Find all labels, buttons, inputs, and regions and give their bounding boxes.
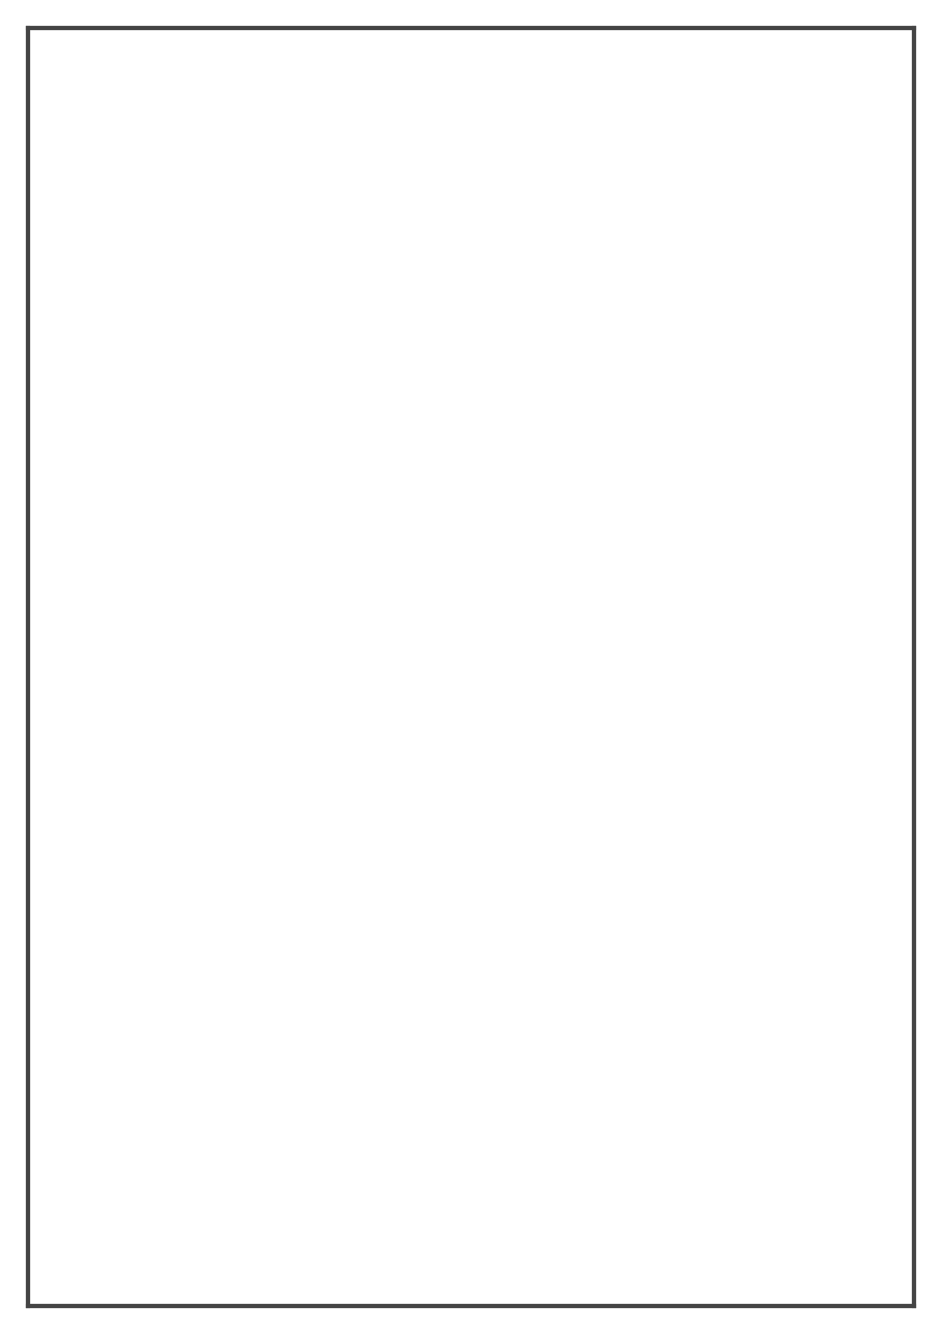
Bar [28,28,914,81]
Text: •: • [49,1158,62,1178]
Text: Only minor symptoms: Only minor symptoms [78,711,293,730]
Text: History of diabetes or prior stroke: History of diabetes or prior stroke [78,1198,408,1217]
Text: History of GI or urinary tract haemorrhage within the last 21 days: History of GI or urinary tract haemorrha… [78,868,720,887]
Text: Relative Contraindications to tPA:: Relative Contraindications to tPA: [46,664,472,684]
Text: •: • [49,380,62,400]
Text: •: • [49,947,62,967]
Text: •: • [49,828,62,848]
Bar [28,200,914,252]
Bar [28,81,914,200]
Text: Age ≥ 80: Age ≥ 80 [78,1158,170,1178]
Text: Recent arterial puncture at a non-compressible site: Recent arterial puncture at a non-compre… [78,947,580,966]
Text: History of intracranial haemorrhage: History of intracranial haemorrhage [78,420,428,440]
Text: Eligibility for tPA:: Eligibility for tPA: [46,44,267,64]
Text: Age ≥ 18: Age ≥ 18 [78,92,170,111]
Text: •: • [49,790,62,810]
Text: Active internal bleeding: Active internal bleeding [78,500,310,519]
Text: Time of symptom onset < 4.5hrs: Time of symptom onset < 4.5hrs [78,171,399,189]
Text: Intracranial haemorrhage on CT: Intracranial haemorrhage on CT [78,263,389,281]
Text: Post myocardial infarction pericarditis: Post myocardial infarction pericarditis [78,1026,447,1046]
Text: Uncontrolled hypertension > 185/110: Uncontrolled hypertension > 185/110 [78,382,447,400]
Text: •: • [49,539,62,559]
Text: •: • [49,342,62,362]
Text: Rapidly improving symptoms: Rapidly improving symptoms [78,750,363,770]
Text: •: • [49,1026,62,1046]
Text: •: • [49,91,62,111]
Text: •: • [49,460,62,480]
Text: Hypoglycaemia < 50mg/dl: Hypoglycaemia < 50mg/dl [78,618,338,638]
Bar [28,1149,914,1306]
Text: •: • [49,131,62,151]
Text: •: • [49,169,62,189]
Text: •: • [49,1198,62,1218]
Text: •: • [49,263,62,283]
Text: Additional Warnings to tPA > 3hrs post-onset: Additional Warnings to tPA > 3hrs post-o… [46,1111,616,1131]
Text: Known intracranial AVM, neoplasm or aneurysm: Known intracranial AVM, neoplasm or aneu… [78,460,546,479]
Text: •: • [49,578,62,598]
Text: •: • [49,301,62,321]
Text: Endocarditis, either suspected or confirmed: Endocarditis, either suspected or confir… [78,539,505,558]
Text: Clinical presentation suggests subarachnoid haemorrhage (SAH): Clinical presentation suggests subarachn… [78,303,708,321]
Bar [28,700,914,1095]
Text: Serious non-head traumat within the last 14 days: Serious non-head traumat within the last… [78,828,561,848]
Text: •: • [49,420,62,440]
Text: •: • [49,986,62,1006]
Bar [28,647,914,700]
Text: Clinical diagnosis of ischaemic stroke causing neuro. deficit: Clinical diagnosis of ischaemic stroke c… [78,131,659,149]
Text: Multilobar infarction on CT (hypodensity > ⅓ of cerebral hemisphere): Multilobar infarction on CT (hypodensity… [78,1277,758,1295]
Text: Seizure at onset of stroke: Seizure at onset of stroke [78,908,328,927]
Text: Pregnancy: Pregnancy [78,1066,180,1085]
Text: Neurosurgery, head trauma or stroke within the last 3 months: Neurosurgery, head trauma or stroke with… [78,342,684,362]
Text: •: • [49,1066,62,1086]
Text: •: • [49,499,62,519]
Bar [28,252,914,647]
Text: •: • [49,907,62,927]
Text: Major surgery within the last 14 days: Major surgery within the last 14 days [78,790,441,808]
Bar [28,1095,914,1149]
Text: •: • [49,710,62,730]
Text: Any active anticoagulant use, even if INR < 1.7: Any active anticoagulant use, even if IN… [78,1238,540,1257]
Text: •: • [49,1277,62,1297]
Text: Known bleeding diathesis (INR > 1.7 or Plts < 100 or elevated aPTT): Known bleeding diathesis (INR > 1.7 or P… [78,579,746,598]
Text: Recent lumbar puncture: Recent lumbar puncture [78,987,314,1006]
Text: Absolute Contraindications to tPA:: Absolute Contraindications to tPA: [46,216,479,236]
Text: •: • [49,1237,62,1257]
Text: •: • [49,868,62,888]
Text: •: • [49,750,62,770]
Text: •: • [49,618,62,638]
